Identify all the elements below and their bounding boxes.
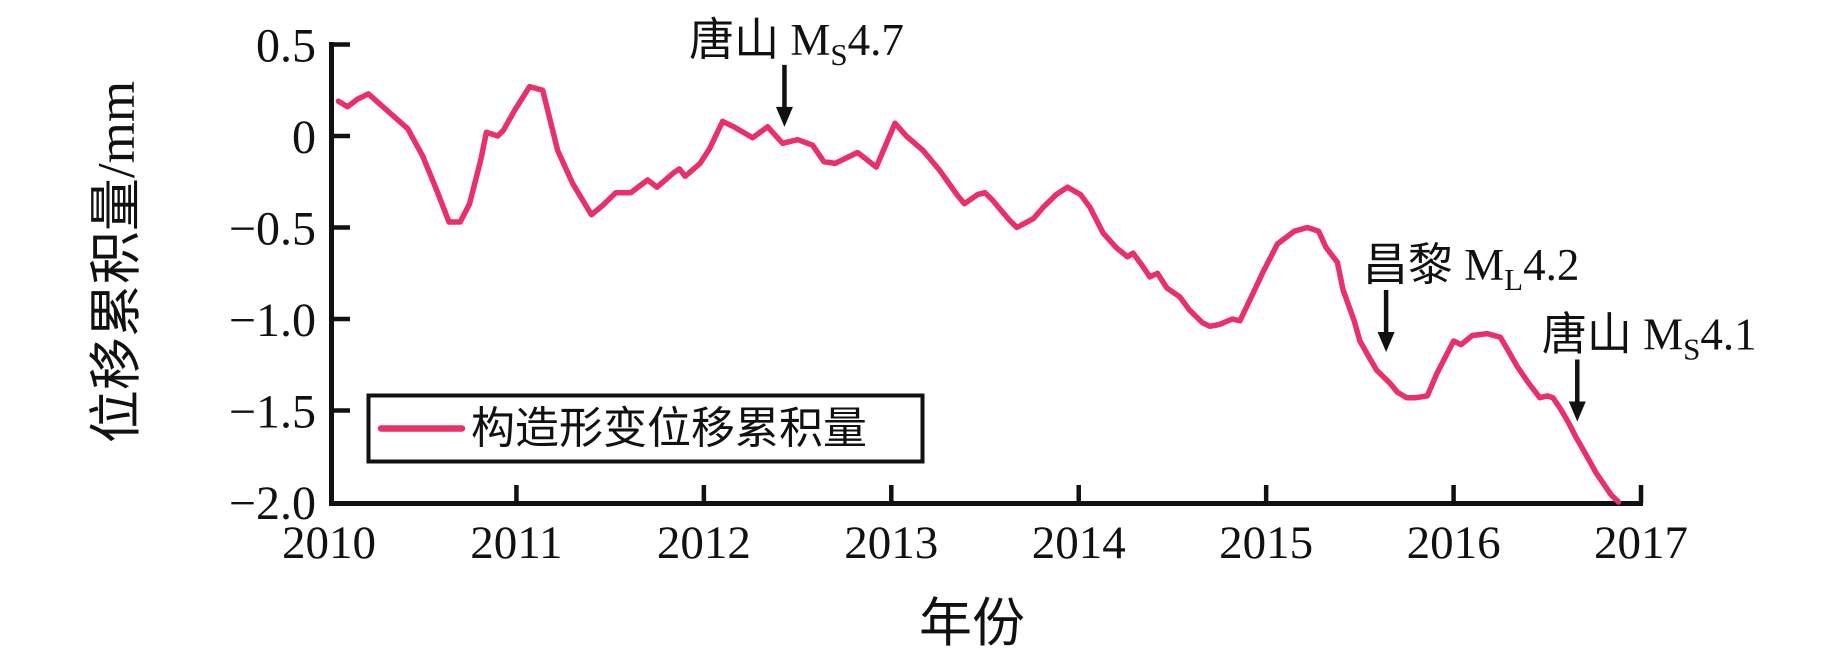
tick-marks — [331, 42, 1644, 503]
earthquake-annotations: 唐山 MS4.7 昌黎 ML4.2 唐山 MS4.1 — [689, 15, 1757, 422]
x-tick-label: 2017 — [1594, 517, 1688, 569]
x-tick-label: 2015 — [1219, 517, 1313, 569]
y-tick-label: 0.5 — [256, 20, 316, 73]
arrow-head-icon — [1568, 401, 1586, 422]
annotation-label: 昌黎 ML4.2 — [1363, 240, 1579, 297]
axis-lines — [329, 42, 1643, 506]
x-tick-label: 2013 — [844, 517, 938, 569]
y-axis-title: 位移累积量/mm — [88, 81, 146, 443]
y-tick-label: −1.0 — [229, 294, 316, 347]
annotation-tangshan-ms47: 唐山 MS4.7 — [689, 15, 904, 127]
y-tick-label: −2.0 — [229, 477, 316, 530]
y-tick-label: −0.5 — [229, 203, 316, 256]
annotation-label: 唐山 MS4.1 — [1542, 309, 1757, 366]
x-tick-label: 2010 — [282, 517, 376, 569]
x-axis-tick-labels: 2010 2011 2012 2013 2014 2015 2016 2017 — [282, 517, 1688, 569]
arrow-head-icon — [1377, 331, 1395, 352]
annotation-changli-ml42: 昌黎 ML4.2 — [1363, 240, 1579, 352]
annotation-label: 唐山 MS4.7 — [689, 15, 904, 72]
legend-box — [366, 393, 925, 464]
x-tick-label: 2016 — [1407, 517, 1501, 569]
annotation-tangshan-ms41: 唐山 MS4.1 — [1542, 309, 1757, 422]
y-axis-tick-labels: 0.5 0 −0.5 −1.0 −1.5 −2.0 — [229, 20, 316, 531]
y-tick-label: −1.5 — [229, 386, 316, 439]
x-tick-label: 2014 — [1032, 517, 1126, 569]
x-tick-label: 2012 — [657, 517, 751, 569]
y-tick-label: 0 — [292, 111, 316, 164]
x-tick-label: 2011 — [470, 517, 562, 569]
x-axis-title: 年份 — [919, 595, 1025, 653]
arrow-head-icon — [775, 106, 793, 127]
displacement-series-line — [335, 83, 1622, 505]
legend: 构造形变位移累积量 — [366, 393, 925, 464]
legend-label: 构造形变位移累积量 — [471, 404, 867, 453]
